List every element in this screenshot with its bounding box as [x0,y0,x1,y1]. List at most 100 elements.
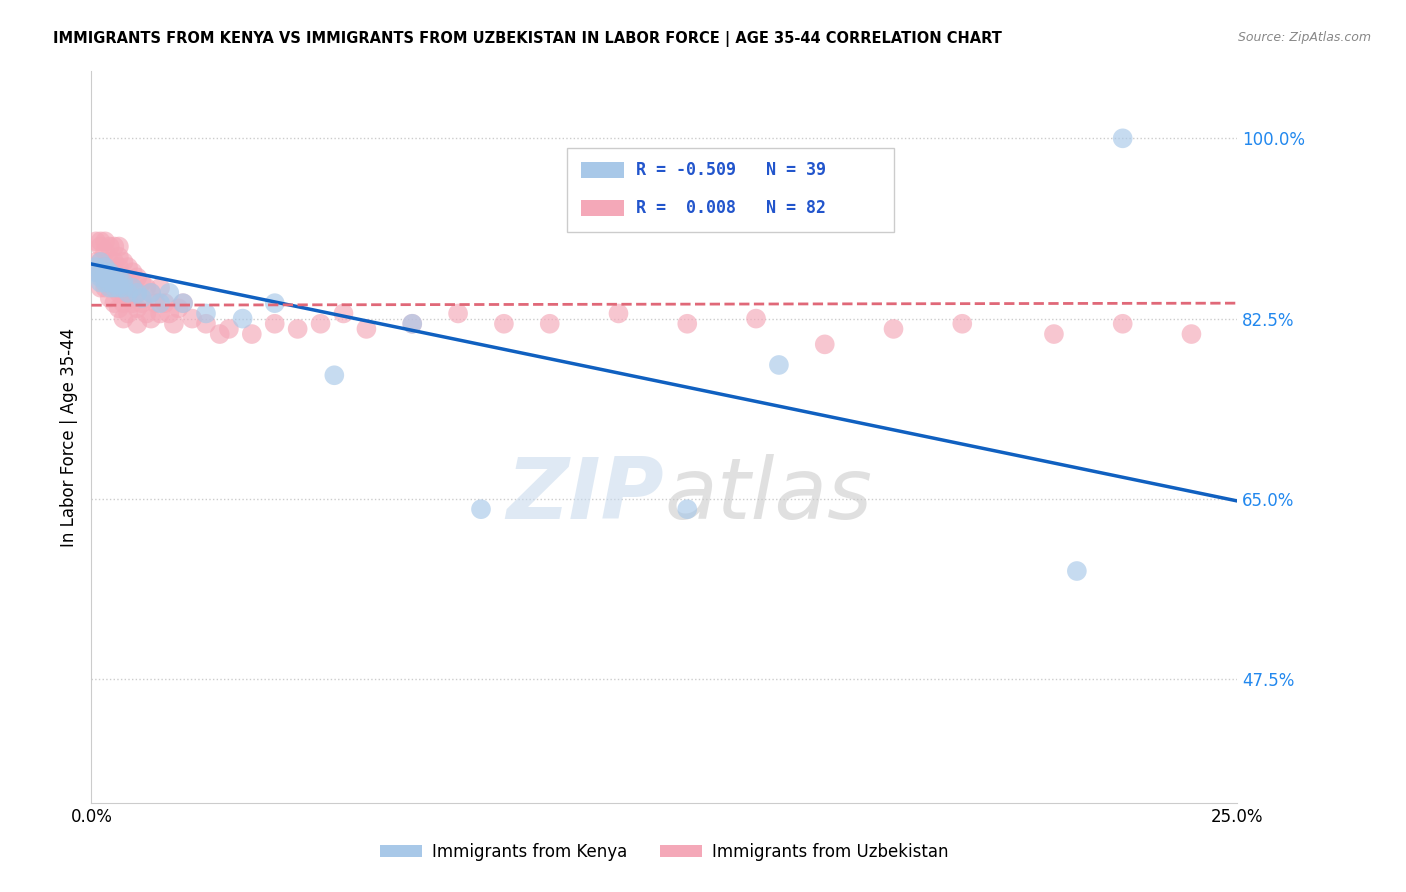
Point [98,265,121,279]
Point [103,255,125,269]
Point [117,276,139,290]
Point [121,281,143,295]
Point [117,291,139,305]
Point [103,281,125,295]
Point [470,502,492,516]
Point [149,306,172,320]
Point [167,301,190,316]
Point [90,276,112,290]
Point [814,337,837,351]
Point [117,285,139,300]
Point [218,322,240,336]
Point [127,285,149,300]
Point [607,306,630,320]
Point [447,306,470,320]
Point [172,296,194,310]
Point [401,317,423,331]
Point [103,270,125,285]
Point [103,239,125,253]
Point [112,281,135,295]
Point [1111,317,1133,331]
Point [745,311,768,326]
Point [112,270,135,285]
Point [108,250,131,264]
Text: Source: ZipAtlas.com: Source: ZipAtlas.com [1237,31,1371,45]
Point [309,317,332,331]
Point [98,239,121,253]
Point [332,306,354,320]
Point [98,255,121,269]
Point [131,276,153,290]
Point [157,285,180,300]
Point [90,265,112,279]
FancyBboxPatch shape [581,200,624,216]
Point [127,317,149,331]
Point [149,296,172,310]
Point [263,317,285,331]
Point [135,306,157,320]
Point [90,281,112,295]
Point [323,368,346,383]
FancyBboxPatch shape [567,148,893,232]
Point [90,239,112,253]
Point [145,296,167,310]
Point [240,327,263,342]
Point [208,327,231,342]
Point [117,306,139,320]
Point [108,277,131,292]
Point [94,265,117,279]
Point [112,311,135,326]
FancyBboxPatch shape [581,162,624,178]
Point [127,270,149,285]
Point [98,276,121,290]
Point [127,285,149,300]
Point [84,265,107,279]
Point [103,281,125,295]
Point [676,502,699,516]
Point [135,281,157,295]
Legend: Immigrants from Kenya, Immigrants from Uzbekistan: Immigrants from Kenya, Immigrants from U… [374,837,955,868]
Point [1111,131,1133,145]
Point [356,322,378,336]
Point [94,281,117,295]
Point [149,281,172,295]
Point [90,270,112,285]
Point [94,260,117,274]
Text: R = -0.509   N = 39: R = -0.509 N = 39 [636,161,825,179]
Point [153,296,176,310]
Point [112,281,135,295]
Point [121,281,143,295]
Point [139,285,162,300]
Point [94,235,117,249]
Point [90,255,112,269]
Y-axis label: In Labor Force | Age 35-44: In Labor Force | Age 35-44 [59,327,77,547]
Point [103,265,125,279]
Point [121,296,143,310]
Point [401,317,423,331]
Point [94,276,117,290]
Text: ZIP: ZIP [506,454,664,537]
Point [103,276,125,290]
Point [232,311,254,326]
Point [108,285,131,300]
Point [131,291,153,305]
Point [1066,564,1088,578]
Point [131,296,153,310]
Point [287,322,309,336]
Point [90,235,112,249]
Point [108,270,131,285]
Point [108,239,131,253]
Point [181,311,204,326]
Point [492,317,515,331]
Point [172,296,194,310]
Point [98,276,121,290]
Point [90,265,112,279]
Point [90,255,112,269]
Point [263,296,285,310]
Point [94,244,117,259]
Point [108,301,131,316]
Point [950,317,973,331]
Point [163,317,186,331]
Point [108,270,131,285]
Point [139,311,162,326]
